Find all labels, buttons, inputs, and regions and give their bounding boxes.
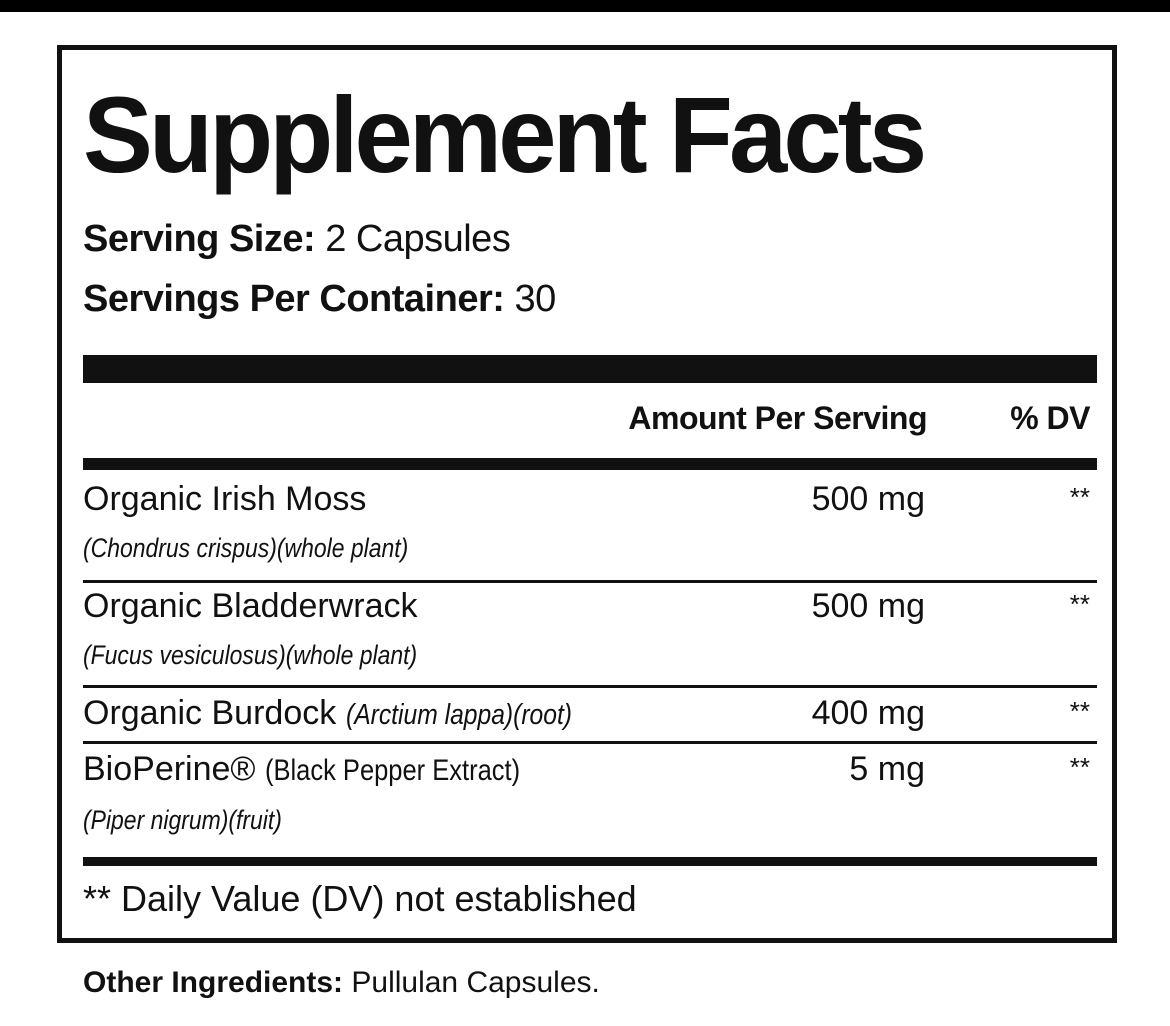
other-ingredients: Other Ingredients: Pullulan Capsules. bbox=[83, 966, 600, 1000]
footer-divider bbox=[83, 857, 1097, 866]
ingredient-name: Organic Irish Moss bbox=[83, 480, 367, 518]
top-border bbox=[0, 0, 1170, 12]
ingredient-name: Organic Bladderwrack bbox=[83, 587, 418, 625]
ingredient-dv: ** bbox=[1069, 589, 1090, 619]
amount-column-header: Amount Per Serving bbox=[628, 400, 927, 436]
other-ingredients-value: Pullulan Capsules. bbox=[351, 966, 600, 999]
row-divider bbox=[83, 685, 1097, 688]
other-ingredients-label: Other Ingredients: bbox=[83, 966, 344, 999]
supplement-facts-panel bbox=[57, 45, 1117, 943]
thick-divider bbox=[83, 355, 1097, 383]
ingredient-name-text: Organic Burdock bbox=[83, 694, 337, 732]
ingredient-detail: (Chondrus crispus)(whole plant) bbox=[83, 533, 409, 563]
servings-per-container-label: Servings Per Container: bbox=[83, 278, 505, 320]
ingredient-name-extra: (Black Pepper Extract) bbox=[264, 754, 521, 787]
row-divider bbox=[83, 580, 1097, 583]
ingredient-amount: 400 mg bbox=[811, 694, 925, 732]
ingredient-detail: (Piper nigrum)(fruit) bbox=[83, 805, 282, 835]
ingredient-amount: 500 mg bbox=[811, 480, 925, 518]
ingredient-amount: 5 mg bbox=[849, 750, 925, 788]
panel-title: Supplement Facts bbox=[83, 74, 927, 195]
ingredient-name-text: BioPerine® bbox=[83, 750, 256, 788]
row-divider bbox=[83, 741, 1097, 744]
serving-size-label: Serving Size: bbox=[83, 218, 316, 260]
servings-per-container-value: 30 bbox=[514, 278, 556, 320]
ingredient-detail: (Fucus vesiculosus)(whole plant) bbox=[83, 640, 418, 670]
ingredient-dv: ** bbox=[1069, 482, 1090, 512]
ingredient-amount: 500 mg bbox=[811, 587, 925, 625]
header-divider bbox=[83, 458, 1097, 470]
ingredient-dv: ** bbox=[1069, 752, 1090, 782]
ingredient-dv: ** bbox=[1069, 696, 1090, 726]
ingredient-name: BioPerine® (Black Pepper Extract) bbox=[83, 750, 565, 789]
ingredient-name: Organic Burdock (Arctium lappa)(root) bbox=[83, 694, 612, 733]
ingredient-detail: (Arctium lappa)(root) bbox=[345, 699, 572, 731]
dv-column-header: % DV bbox=[1010, 400, 1090, 436]
serving-size-value: 2 Capsules bbox=[325, 218, 511, 260]
servings-per-container: Servings Per Container: 30 bbox=[83, 278, 556, 321]
footnote: ** Daily Value (DV) not established bbox=[83, 878, 637, 919]
serving-size: Serving Size: 2 Capsules bbox=[83, 218, 511, 261]
